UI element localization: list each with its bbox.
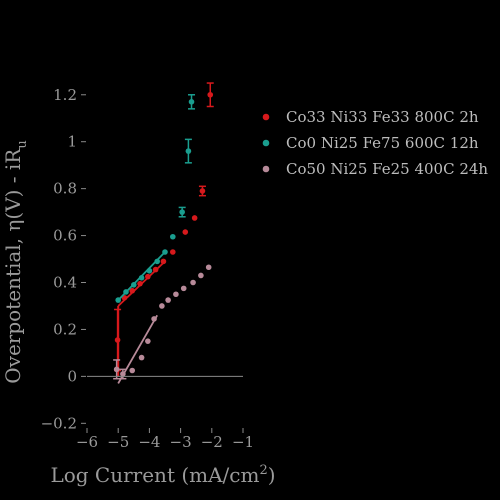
y-tick-label: 0.8: [53, 180, 77, 198]
data-point: [138, 275, 145, 281]
y-tick-label: −0.2: [41, 414, 77, 432]
data-point: [146, 267, 153, 274]
data-point: [205, 264, 212, 271]
data-point: [129, 287, 136, 294]
y-tick-label: 0.4: [53, 274, 77, 292]
data-point: [138, 354, 145, 361]
data-point: [151, 316, 157, 322]
data-point: [154, 258, 160, 265]
data-point: [165, 297, 171, 303]
data-point: [145, 273, 151, 280]
x-tick-label: −6: [76, 433, 98, 451]
data-point: [159, 303, 165, 309]
legend-label: Co50 Ni25 Fe25 400C 24h: [286, 160, 488, 178]
data-point: [115, 297, 121, 303]
y-tick-label: 1.2: [53, 86, 77, 104]
data-point: [152, 266, 159, 273]
legend-label: Co33 Ni33 Fe33 800C 2h: [286, 108, 479, 126]
data-point: [207, 91, 214, 98]
y-tick-label: 0.6: [53, 227, 77, 245]
data-point: [190, 279, 196, 286]
x-axis-title: Log Current (mA/cm2): [50, 463, 275, 487]
data-point: [137, 280, 143, 287]
data-point: [185, 148, 192, 154]
x-tick-label: −2: [201, 433, 223, 451]
data-point: [114, 337, 121, 343]
series-3: [113, 264, 212, 384]
legend: Co33 Ni33 Fe33 800C 2h Co0 Ni25 Fe75 600C…: [262, 108, 488, 178]
data-point: [188, 99, 195, 105]
legend-marker: [262, 165, 270, 173]
legend-label: Co0 Ni25 Fe75 600C 12h: [286, 134, 479, 152]
x-tick-label: −4: [138, 433, 160, 451]
y-tick-label: 0.2: [53, 320, 77, 338]
data-point: [180, 285, 187, 292]
x-tick-label: −3: [170, 433, 192, 451]
data-point: [191, 215, 198, 221]
axes: −6 −5 −4 −3 −2 −1 −0.2 0 0.2 0.4 0.6 0.8 1 1.2: [41, 86, 255, 451]
data-point: [120, 371, 126, 377]
data-point: [199, 188, 206, 194]
plot-area: [113, 82, 214, 384]
data-point: [145, 338, 151, 344]
legend-marker: [262, 113, 270, 121]
data-point: [198, 272, 204, 279]
data-point: [160, 258, 167, 265]
data-point: [173, 291, 179, 298]
y-tick-label: 1: [67, 133, 77, 151]
series-1: [114, 82, 214, 377]
y-tick-label: 0: [67, 367, 77, 385]
series-2: [115, 94, 196, 303]
x-tick-label: −1: [232, 433, 254, 451]
data-point: [179, 209, 185, 215]
x-tick-label: −5: [107, 433, 129, 451]
data-point: [170, 249, 176, 255]
data-point: [131, 282, 137, 288]
data-point: [129, 367, 136, 374]
data-point: [113, 366, 120, 373]
legend-marker: [262, 139, 270, 147]
data-point: [162, 249, 168, 255]
data-point: [182, 229, 189, 235]
y-axis-title: Overpotential, η(V) - iRu: [1, 140, 30, 384]
data-point: [123, 289, 129, 295]
data-point: [170, 233, 176, 240]
